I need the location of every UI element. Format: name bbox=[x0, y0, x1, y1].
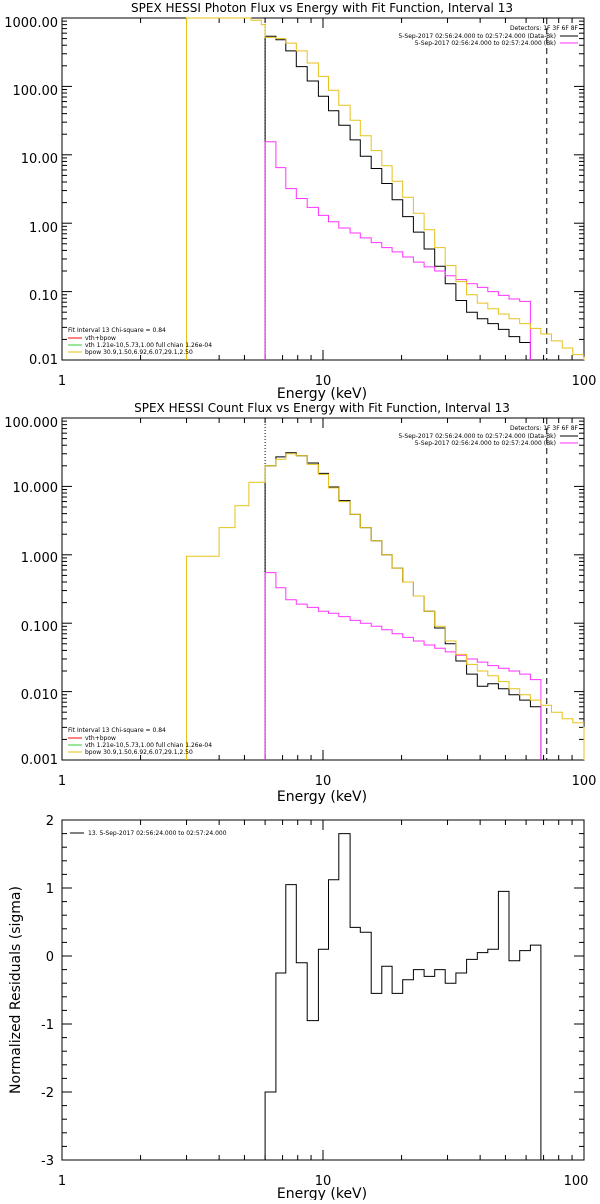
photon-flux-ticks bbox=[61, 18, 584, 361]
count-flux-y-tick-label: 0.010 bbox=[21, 688, 58, 703]
count-flux-x-tick-label: 1 bbox=[58, 774, 66, 789]
photon-flux-x-axis-label: Energy (keV) bbox=[277, 386, 367, 402]
photon-flux-fit-entry: vth+bpow bbox=[85, 335, 116, 342]
photon-flux-x-tick-label: 1 bbox=[58, 374, 66, 389]
photon-flux-fit-header: Fit Interval 13 Chi-square = 0.84 bbox=[68, 327, 166, 334]
count-flux-fit-entry: vth+bpow bbox=[85, 735, 116, 742]
count-flux-fit-entry: bpow 30.9,1.50,6.92,6.07,29.1,2.50 bbox=[85, 749, 193, 756]
photon-flux-plot-frame bbox=[61, 17, 585, 361]
photon-flux-fit-legend: Fit Interval 13 Chi-square = 0.84 vth+bp… bbox=[68, 327, 212, 356]
count-flux-y-tick-label: 0.100 bbox=[21, 620, 58, 635]
count-flux-y-tick-label: 1.000 bbox=[21, 551, 58, 566]
count-flux-series bbox=[186, 418, 585, 760]
residuals-y-tick-label: 1 bbox=[46, 882, 54, 897]
photon-flux-y-tick-label: 0.10 bbox=[29, 289, 58, 304]
photon-flux-legend-data-entry: 5-Sep-2017 02:56:24.000 to 02:57:24.000 … bbox=[398, 33, 556, 40]
photon-flux-y-tick-label: 10.00 bbox=[21, 152, 58, 167]
count-flux-fit-entry: vth 1.21e-10,5.73,1.00 full chian 1.26e-… bbox=[85, 742, 212, 749]
model-histogram-line bbox=[186, 17, 585, 360]
count-flux-legend-data-entry: 5-Sep-2017 02:56:24.000 to 02:57:24.000 … bbox=[398, 433, 556, 440]
residuals-series bbox=[264, 833, 547, 1161]
residuals-y-tick-label: 2 bbox=[46, 814, 54, 829]
model-histogram-line bbox=[186, 453, 585, 760]
photon-flux-y-tick-label: 1000.00 bbox=[4, 16, 58, 31]
residuals-plot-frame bbox=[61, 819, 585, 1161]
count-flux-legend-detectors: Detectors: 1F 3F 6F 8F bbox=[510, 425, 579, 432]
count-flux-ticks bbox=[61, 418, 584, 761]
residuals-legend: 13. 5-Sep-2017 02:56:24.000 to 02:57:24.… bbox=[70, 830, 227, 837]
photon-flux-legend: Detectors: 1F 3F 6F 8F 5-Sep-2017 02:56:… bbox=[398, 25, 578, 47]
residuals-panel: 1 10 100 -3 -2 -1 0 1 2 Energy (keV) Nor… bbox=[8, 814, 589, 1202]
residuals-y-axis-label: Normalized Residuals (sigma) bbox=[8, 886, 24, 1094]
residuals-y-tick-label: 0 bbox=[46, 950, 54, 965]
count-flux-panel: SPEX HESSI Count Flux vs Energy with Fit… bbox=[4, 401, 596, 805]
background-histogram-line bbox=[264, 141, 531, 360]
photon-flux-x-tick-label: 10 bbox=[315, 374, 332, 389]
residuals-x-tick-label: 10 bbox=[315, 1174, 332, 1189]
photon-flux-x-tick-label: 100 bbox=[572, 374, 597, 389]
residuals-y-tick-label: -2 bbox=[41, 1086, 54, 1101]
residuals-ticks bbox=[61, 819, 584, 1161]
photon-flux-panel: SPEX HESSI Photon Flux vs Energy with Fi… bbox=[4, 1, 596, 402]
data-histogram-line bbox=[264, 452, 542, 760]
count-flux-legend: Detectors: 1F 3F 6F 8F 5-Sep-2017 02:56:… bbox=[398, 425, 578, 447]
count-flux-fit-header: Fit Interval 13 Chi-square = 0.84 bbox=[68, 727, 166, 734]
photon-flux-title: SPEX HESSI Photon Flux vs Energy with Fi… bbox=[131, 1, 513, 15]
count-flux-x-tick-label: 100 bbox=[572, 774, 597, 789]
background-histogram-line bbox=[264, 572, 542, 760]
residual-histogram-line bbox=[264, 833, 547, 1161]
photon-flux-y-tick-label: 1.00 bbox=[29, 221, 58, 236]
residuals-x-axis-label: Energy (keV) bbox=[277, 1186, 367, 1200]
photon-flux-y-tick-label: 0.01 bbox=[29, 353, 58, 368]
residuals-y-tick-label: -1 bbox=[41, 1018, 54, 1033]
count-flux-y-tick-label: 100.000 bbox=[4, 416, 58, 431]
data-histogram-line bbox=[264, 35, 531, 360]
count-flux-x-axis-label: Energy (keV) bbox=[277, 789, 367, 805]
residuals-x-tick-label: 1 bbox=[58, 1174, 66, 1189]
photon-flux-series bbox=[186, 17, 585, 360]
photon-flux-fit-entry: bpow 30.9,1.50,6.92,6.07,29.1,2.50 bbox=[85, 349, 193, 356]
photon-flux-legend-bk-entry: 5-Sep-2017 02:56:24.000 to 02:57:24.000 … bbox=[415, 40, 556, 47]
count-flux-legend-bk-entry: 5-Sep-2017 02:56:24.000 to 02:57:24.000 … bbox=[415, 440, 556, 447]
residuals-y-tick-label: -3 bbox=[41, 1154, 54, 1169]
count-flux-y-tick-label: 10.000 bbox=[13, 481, 59, 496]
count-flux-fit-legend: Fit Interval 13 Chi-square = 0.84 vth+bp… bbox=[68, 727, 212, 756]
photon-flux-y-tick-label: 100.00 bbox=[13, 84, 59, 99]
residuals-x-tick-label: 100 bbox=[564, 1174, 589, 1189]
count-flux-x-tick-label: 10 bbox=[315, 774, 332, 789]
residuals-legend-entry: 13. 5-Sep-2017 02:56:24.000 to 02:57:24.… bbox=[88, 830, 227, 837]
photon-flux-fit-entry: vth 1.21e-10,5.73,1.00 full chian 1.26e-… bbox=[85, 342, 212, 349]
photon-flux-legend-detectors: Detectors: 1F 3F 6F 8F bbox=[510, 25, 579, 32]
count-flux-plot-frame bbox=[61, 417, 585, 761]
count-flux-y-tick-label: 0.001 bbox=[21, 753, 58, 768]
count-flux-title: SPEX HESSI Count Flux vs Energy with Fit… bbox=[134, 401, 510, 415]
